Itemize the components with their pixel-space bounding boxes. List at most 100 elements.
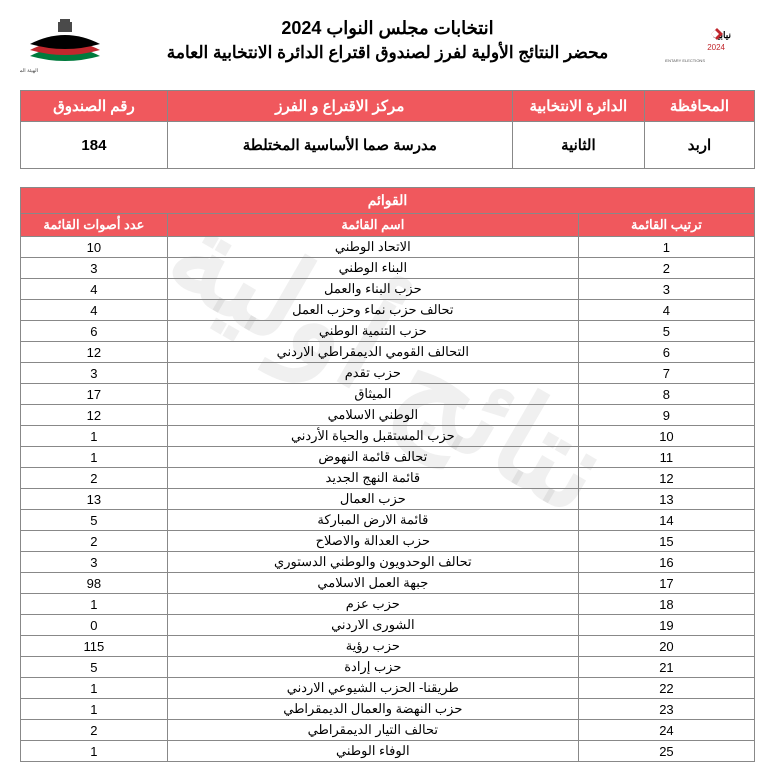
cell-name: الشورى الاردني — [167, 615, 578, 636]
title-line-1: انتخابات مجلس النواب 2024 — [110, 18, 665, 39]
table-row: 19الشورى الاردني0 — [21, 615, 755, 636]
cell-votes: 2 — [21, 531, 168, 552]
cell-name: طريقنا- الحزب الشيوعي الاردني — [167, 678, 578, 699]
info-box: 184 — [21, 122, 168, 169]
cell-name: حزب رؤية — [167, 636, 578, 657]
cell-votes: 13 — [21, 489, 168, 510]
cell-order: 16 — [578, 552, 754, 573]
table-row: 4تحالف حزب نماء وحزب العمل4 — [21, 300, 755, 321]
cell-order: 1 — [578, 237, 754, 258]
cell-votes: 1 — [21, 699, 168, 720]
cell-name: تحالف حزب نماء وحزب العمل — [167, 300, 578, 321]
info-row: اربد الثانية مدرسة صما الأساسية المختلطة… — [21, 122, 755, 169]
cell-name: حزب المستقبل والحياة الأردني — [167, 426, 578, 447]
cell-order: 7 — [578, 363, 754, 384]
cell-order: 19 — [578, 615, 754, 636]
cell-votes: 5 — [21, 657, 168, 678]
cell-order: 2 — [578, 258, 754, 279]
svg-text:PARLIAMENTARY ELECTIONS: PARLIAMENTARY ELECTIONS — [665, 58, 705, 63]
table-row: 23حزب النهضة والعمال الديمقراطي1 — [21, 699, 755, 720]
table-row: 11تحالف قائمة النهوض1 — [21, 447, 755, 468]
table-row: 25الوفاء الوطني1 — [21, 741, 755, 762]
info-district: الثانية — [512, 122, 644, 169]
results-table: القوائم ترتيب القائمة اسم القائمة عدد أص… — [20, 187, 755, 762]
cell-name: حزب النهضة والعمال الديمقراطي — [167, 699, 578, 720]
table-row: 20حزب رؤية115 — [21, 636, 755, 657]
title-line-2: محضر النتائج الأولية لفرز لصندوق اقتراع … — [110, 43, 665, 63]
cell-name: تحالف الوحدويون والوطني الدستوري — [167, 552, 578, 573]
cell-votes: 3 — [21, 258, 168, 279]
header-titles: انتخابات مجلس النواب 2024 محضر النتائج ا… — [110, 18, 665, 63]
cell-name: حزب تقدم — [167, 363, 578, 384]
cell-order: 4 — [578, 300, 754, 321]
cell-name: جبهة العمل الاسلامي — [167, 573, 578, 594]
cell-order: 18 — [578, 594, 754, 615]
table-row: 1الاتحاد الوطني10 — [21, 237, 755, 258]
table-row: 10حزب المستقبل والحياة الأردني1 — [21, 426, 755, 447]
cell-order: 5 — [578, 321, 754, 342]
cell-votes: 3 — [21, 552, 168, 573]
cell-name: حزب عزم — [167, 594, 578, 615]
cell-order: 17 — [578, 573, 754, 594]
cell-votes: 4 — [21, 300, 168, 321]
cell-votes: 17 — [21, 384, 168, 405]
cell-votes: 1 — [21, 426, 168, 447]
logo-elections-2024: نيابية 2024 PARLIAMENTARY ELECTIONS — [665, 18, 755, 78]
cell-name: حزب إرادة — [167, 657, 578, 678]
results-super-header: القوائم — [21, 188, 755, 214]
cell-order: 12 — [578, 468, 754, 489]
table-row: 6التحالف القومي الديمقراطي الاردني12 — [21, 342, 755, 363]
cell-order: 20 — [578, 636, 754, 657]
cell-order: 22 — [578, 678, 754, 699]
cell-order: 6 — [578, 342, 754, 363]
cell-order: 21 — [578, 657, 754, 678]
cell-votes: 1 — [21, 678, 168, 699]
table-row: 16تحالف الوحدويون والوطني الدستوري3 — [21, 552, 755, 573]
results-header-order: ترتيب القائمة — [578, 214, 754, 237]
cell-votes: 1 — [21, 447, 168, 468]
info-center: مدرسة صما الأساسية المختلطة — [167, 122, 512, 169]
cell-order: 11 — [578, 447, 754, 468]
info-table: المحافظة الدائرة الانتخابية مركز الاقترا… — [20, 90, 755, 169]
table-row: 9الوطني الاسلامي12 — [21, 405, 755, 426]
cell-votes: 98 — [21, 573, 168, 594]
info-header-governorate: المحافظة — [644, 91, 754, 122]
table-row: 2البناء الوطني3 — [21, 258, 755, 279]
table-row: 17جبهة العمل الاسلامي98 — [21, 573, 755, 594]
cell-order: 3 — [578, 279, 754, 300]
cell-name: الاتحاد الوطني — [167, 237, 578, 258]
cell-name: الوفاء الوطني — [167, 741, 578, 762]
results-header-name: اسم القائمة — [167, 214, 578, 237]
cell-votes: 3 — [21, 363, 168, 384]
cell-order: 15 — [578, 531, 754, 552]
table-row: 8الميثاق17 — [21, 384, 755, 405]
table-row: 24تحالف التيار الديمقراطي2 — [21, 720, 755, 741]
cell-order: 9 — [578, 405, 754, 426]
logo-iec: الهيئة المستقلة للانتخاب — [20, 18, 110, 78]
cell-name: قائمة الارض المباركة — [167, 510, 578, 531]
table-row: 21حزب إرادة5 — [21, 657, 755, 678]
cell-votes: 12 — [21, 342, 168, 363]
info-governorate: اربد — [644, 122, 754, 169]
cell-order: 14 — [578, 510, 754, 531]
cell-votes: 115 — [21, 636, 168, 657]
cell-votes: 6 — [21, 321, 168, 342]
table-row: 22طريقنا- الحزب الشيوعي الاردني1 — [21, 678, 755, 699]
cell-name: حزب البناء والعمل — [167, 279, 578, 300]
results-header-votes: عدد أصوات القائمة — [21, 214, 168, 237]
table-row: 7حزب تقدم3 — [21, 363, 755, 384]
cell-order: 13 — [578, 489, 754, 510]
cell-votes: 1 — [21, 594, 168, 615]
cell-votes: 5 — [21, 510, 168, 531]
page-container: نيابية 2024 PARLIAMENTARY ELECTIONS انتخ… — [0, 0, 775, 762]
cell-votes: 0 — [21, 615, 168, 636]
cell-name: تحالف قائمة النهوض — [167, 447, 578, 468]
cell-order: 24 — [578, 720, 754, 741]
table-row: 12قائمة النهج الجديد2 — [21, 468, 755, 489]
cell-votes: 2 — [21, 720, 168, 741]
svg-text:الهيئة المستقلة للانتخاب: الهيئة المستقلة للانتخاب — [20, 68, 38, 74]
cell-order: 10 — [578, 426, 754, 447]
cell-votes: 4 — [21, 279, 168, 300]
cell-order: 25 — [578, 741, 754, 762]
table-row: 3حزب البناء والعمل4 — [21, 279, 755, 300]
